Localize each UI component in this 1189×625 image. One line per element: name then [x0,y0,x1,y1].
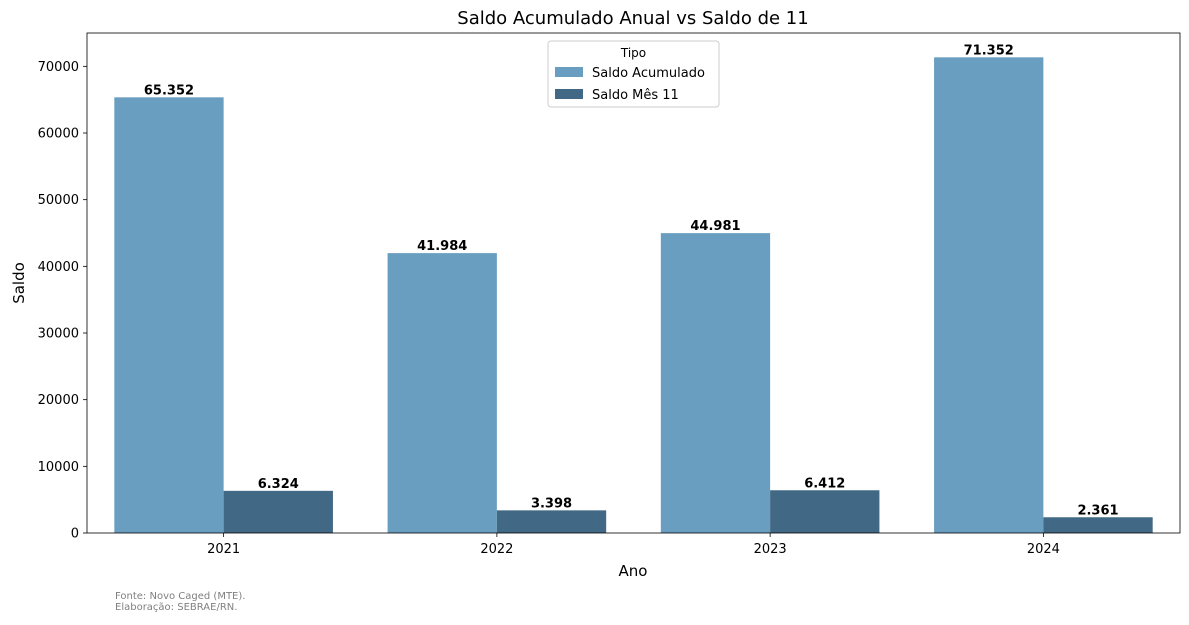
bar-value-label: 65.352 [144,83,194,98]
x-tick-label: 2022 [480,542,513,557]
y-tick-label: 30000 [38,327,79,342]
y-tick-label: 10000 [38,460,79,475]
bar-value-label: 44.981 [690,219,740,234]
legend-label: Saldo Acumulado [592,66,705,81]
bar-value-label: 2.361 [1077,503,1118,518]
bar [223,490,333,533]
legend-title: Tipo [620,46,646,60]
bar-value-label: 6.412 [804,476,845,491]
x-tick-label: 2021 [207,542,240,557]
legend-box [547,40,720,108]
bar [934,57,1044,533]
x-tick-label: 2024 [1027,542,1060,557]
plot-frame [86,32,1181,534]
y-tick-label: 0 [71,527,79,542]
credit-text: Elaboração: SEBRAE/RN. [115,602,238,613]
legend-label: Saldo Mês 11 [592,88,679,103]
x-tick-label: 2023 [754,542,787,557]
bar [1043,517,1153,533]
y-axis-label: Saldo [10,262,28,304]
y-tick-label: 50000 [38,193,79,208]
bar-value-label: 3.398 [531,496,572,511]
y-tick-label: 60000 [38,127,79,142]
legend-swatch [555,67,583,77]
legend-swatch [555,89,583,99]
y-tick-label: 40000 [38,260,79,275]
x-axis-label: Ano [619,562,648,580]
bar-value-label: 41.984 [417,239,467,254]
bar [387,253,497,533]
bar-value-label: 6.324 [258,477,299,492]
source-note: Fonte: Novo Caged (MTE). Elaboração: SEB… [115,591,245,613]
bar [114,97,224,533]
y-tick-label: 20000 [38,393,79,408]
y-tick-label: 70000 [38,60,79,75]
bar [770,490,880,533]
plot-area: 65.352 41.984 44.981 71.352 6.324 3.398 6.412 2… [38,32,1181,557]
chart-title: Saldo Acumulado Anual vs Saldo de 11 [457,8,808,29]
bar [660,233,771,534]
source-text: Fonte: Novo Caged (MTE). [115,591,246,602]
bar-value-label: 71.352 [964,43,1014,58]
bar [496,510,607,533]
